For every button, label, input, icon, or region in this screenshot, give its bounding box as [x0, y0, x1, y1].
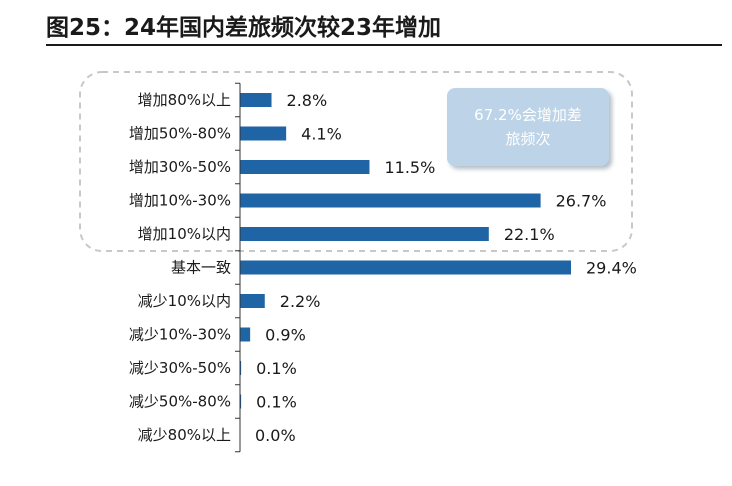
bar: [240, 193, 541, 208]
category-label: 减少30%-50%: [129, 359, 231, 377]
category-label: 减少10%以内: [138, 292, 231, 310]
bar: [240, 126, 287, 141]
bar: [240, 260, 571, 275]
category-label: 基本一致: [171, 259, 231, 277]
value-label: 0.0%: [255, 426, 296, 445]
category-label: 增加10%以内: [138, 225, 231, 243]
bar: [240, 93, 272, 107]
bar: [240, 394, 242, 409]
category-label: 增加80%以上: [138, 91, 231, 109]
category-label: 增加10%-30%: [129, 192, 231, 210]
value-label: 2.2%: [280, 292, 321, 311]
category-label: 增加30%-50%: [129, 158, 231, 176]
category-label: 增加50%-80%: [129, 125, 231, 143]
chart-title: 图25：24年国内差旅频次较23年增加: [46, 15, 442, 41]
bar: [240, 327, 251, 342]
callout-box: 67.2%会增加差旅频次: [447, 88, 609, 166]
value-label: 2.8%: [287, 91, 328, 110]
bar: [240, 227, 489, 241]
bar: [240, 361, 242, 375]
bar: [240, 160, 370, 174]
value-label: 11.5%: [384, 158, 435, 177]
callout-text: 67.2%会增加差旅频次: [474, 106, 582, 148]
category-label: 减少10%-30%: [129, 326, 231, 344]
bar: [240, 294, 265, 308]
value-label: 4.1%: [301, 125, 342, 144]
category-label: 减少80%以上: [138, 426, 231, 444]
title-divider: [46, 44, 722, 46]
category-label: 减少50%-80%: [129, 393, 231, 411]
value-label: 0.1%: [256, 393, 297, 412]
value-label: 0.1%: [256, 359, 297, 378]
increase-group-dashed-box: [79, 71, 633, 252]
value-label: 29.4%: [586, 259, 637, 278]
value-label: 0.9%: [265, 326, 306, 345]
value-label: 22.1%: [504, 225, 555, 244]
value-label: 26.7%: [556, 192, 607, 211]
